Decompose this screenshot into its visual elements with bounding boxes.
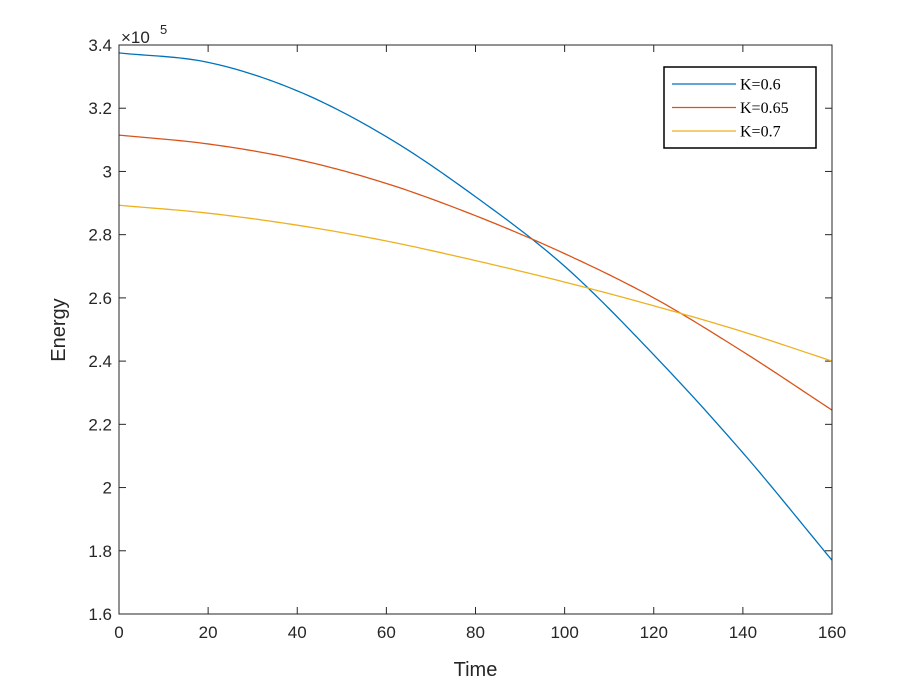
series-lines <box>118 52 833 561</box>
legend: K=0.6 K=0.65 K=0.7 <box>663 66 817 149</box>
y-tick-label: 3 <box>103 162 112 181</box>
y-tick-label: 2.4 <box>88 352 112 371</box>
y-tick-label: 1.8 <box>88 542 112 561</box>
x-axis-ticks: 0 20 40 60 80 100 120 140 160 <box>114 45 846 642</box>
y-tick-label: 2.6 <box>88 289 112 308</box>
series-line-2 <box>118 134 833 411</box>
legend-label-3: K=0.7 <box>740 124 781 141</box>
series-line-1 <box>118 52 833 561</box>
y-exponent-power: 5 <box>160 22 167 37</box>
legend-label-2: K=0.65 <box>740 100 789 117</box>
y-axis-label: Energy <box>48 298 70 361</box>
x-tick-label: 40 <box>288 623 307 642</box>
y-tick-label: 1.6 <box>88 605 112 624</box>
x-axis-label: Time <box>454 659 498 681</box>
x-tick-label: 20 <box>199 623 218 642</box>
y-tick-label: 3.2 <box>88 99 112 118</box>
y-axis-ticks: 1.6 1.8 2 2.2 2.4 2.6 2.8 3 3.2 3.4 <box>88 36 832 624</box>
legend-label-1: K=0.6 <box>740 77 781 94</box>
x-tick-label: 100 <box>550 623 578 642</box>
series-line-3 <box>118 204 833 362</box>
y-tick-label: 2 <box>103 479 112 498</box>
x-tick-label: 120 <box>640 623 668 642</box>
x-tick-label: 140 <box>729 623 757 642</box>
x-tick-label: 60 <box>377 623 396 642</box>
plot-frame <box>118 44 833 615</box>
y-tick-label: 3.4 <box>88 36 112 55</box>
x-tick-label: 80 <box>466 623 485 642</box>
y-tick-label: 2.8 <box>88 226 112 245</box>
y-tick-label: 2.2 <box>88 415 112 434</box>
x-tick-label: 160 <box>818 623 846 642</box>
y-exponent-multiplier: ×10 <box>121 28 150 47</box>
x-tick-label: 0 <box>114 623 123 642</box>
